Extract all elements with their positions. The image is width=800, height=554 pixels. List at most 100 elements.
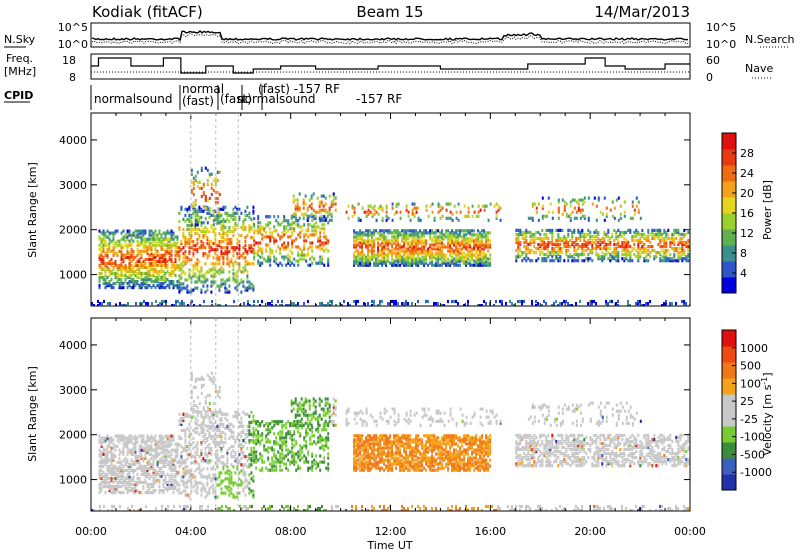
backscatter-cell bbox=[190, 290, 193, 294]
backscatter-cell bbox=[679, 236, 682, 241]
backscatter-cell bbox=[136, 458, 139, 462]
backscatter-cell bbox=[477, 257, 480, 261]
backscatter-cell bbox=[607, 238, 610, 243]
backscatter-cell bbox=[573, 247, 576, 251]
backscatter-cell bbox=[621, 253, 624, 257]
backscatter-cell bbox=[303, 245, 306, 249]
backscatter-cell bbox=[431, 251, 434, 255]
backscatter-cell bbox=[178, 258, 181, 262]
backscatter-cell bbox=[180, 455, 183, 459]
backscatter-cell bbox=[517, 238, 520, 243]
backscatter-cell bbox=[545, 257, 548, 261]
backscatter-cell bbox=[495, 299, 497, 304]
backscatter-cell bbox=[353, 245, 356, 249]
backscatter-cell bbox=[401, 255, 404, 259]
backscatter-cell bbox=[429, 229, 432, 233]
backscatter-cell bbox=[441, 261, 444, 265]
backscatter-cell bbox=[246, 250, 249, 254]
backscatter-cell bbox=[361, 261, 364, 265]
backscatter-cell bbox=[242, 252, 245, 256]
backscatter-cell bbox=[405, 235, 408, 239]
backscatter-cell bbox=[545, 242, 548, 247]
backscatter-cell bbox=[369, 233, 372, 237]
backscatter-cell bbox=[313, 229, 316, 233]
backscatter-cell bbox=[479, 239, 482, 243]
backscatter-cell bbox=[110, 487, 113, 491]
backscatter-cell bbox=[232, 436, 235, 441]
backscatter-cell bbox=[132, 491, 135, 495]
backscatter-cell bbox=[122, 482, 125, 487]
backscatter-cell bbox=[681, 299, 683, 304]
backscatter-cell bbox=[162, 442, 165, 446]
backscatter-cell bbox=[595, 247, 598, 251]
backscatter-cell bbox=[601, 255, 604, 259]
backscatter-cell bbox=[226, 217, 229, 221]
backscatter-cell bbox=[469, 241, 472, 245]
backscatter-cell bbox=[403, 253, 406, 257]
backscatter-cell bbox=[363, 263, 366, 267]
backscatter-cell bbox=[253, 239, 256, 243]
backscatter-cell bbox=[124, 478, 127, 483]
backscatter-cell bbox=[425, 257, 428, 261]
backscatter-cell bbox=[631, 249, 634, 253]
backscatter-cell bbox=[216, 258, 219, 262]
backscatter-cell bbox=[252, 211, 255, 215]
backscatter-cell bbox=[597, 257, 600, 261]
backscatter-cell bbox=[417, 249, 420, 253]
backscatter-cell bbox=[583, 253, 586, 257]
backscatter-cell bbox=[104, 243, 107, 247]
backscatter-cell bbox=[172, 282, 175, 286]
backscatter-cell bbox=[202, 192, 205, 197]
backscatter-cell bbox=[114, 476, 117, 481]
backscatter-cell bbox=[106, 434, 109, 438]
backscatter-cell bbox=[477, 253, 480, 257]
backscatter-cell bbox=[327, 261, 330, 265]
backscatter-cell bbox=[208, 475, 211, 479]
backscatter-cell bbox=[218, 445, 221, 449]
backscatter-cell bbox=[297, 251, 300, 255]
backscatter-cell bbox=[246, 479, 249, 483]
backscatter-cell bbox=[132, 446, 135, 450]
backscatter-cell bbox=[110, 485, 113, 489]
backscatter-cell bbox=[675, 247, 678, 251]
backscatter-cell bbox=[134, 460, 137, 464]
backscatter-cell bbox=[234, 453, 237, 457]
backscatter-cell bbox=[471, 247, 474, 251]
backscatter-cell bbox=[170, 458, 173, 462]
backscatter-cell bbox=[174, 474, 177, 479]
backscatter-cell bbox=[126, 482, 129, 487]
backscatter-cell bbox=[228, 270, 231, 274]
backscatter-cell bbox=[415, 243, 418, 247]
backscatter-cell bbox=[421, 239, 424, 243]
backscatter-cell bbox=[351, 204, 354, 208]
backscatter-cell bbox=[585, 232, 588, 236]
backscatter-cell bbox=[152, 273, 155, 278]
backscatter-cell bbox=[403, 233, 406, 237]
backscatter-cell bbox=[323, 231, 326, 235]
backscatter-cell bbox=[200, 186, 203, 190]
backscatter-cell bbox=[200, 221, 203, 225]
backscatter-cell bbox=[334, 202, 337, 206]
backscatter-cell bbox=[451, 259, 454, 263]
backscatter-cell bbox=[591, 249, 594, 253]
backscatter-cell bbox=[593, 196, 596, 200]
backscatter-cell bbox=[639, 249, 642, 253]
backscatter-cell bbox=[190, 461, 193, 465]
backscatter-cell bbox=[525, 249, 528, 253]
backscatter-cell bbox=[459, 233, 462, 237]
backscatter-cell bbox=[361, 237, 364, 241]
backscatter-cell bbox=[120, 436, 123, 440]
backscatter-cell bbox=[549, 230, 552, 234]
backscatter-cell bbox=[347, 204, 350, 208]
backscatter-cell bbox=[164, 444, 167, 448]
backscatter-cell bbox=[373, 255, 376, 259]
backscatter-cell bbox=[373, 233, 376, 237]
backscatter-cell bbox=[605, 253, 608, 257]
backscatter-cell bbox=[236, 270, 239, 274]
backscatter-cell bbox=[687, 247, 690, 251]
backscatter-cell bbox=[401, 233, 404, 237]
backscatter-cell bbox=[107, 302, 109, 306]
backscatter-cell bbox=[236, 288, 239, 292]
backscatter-cell bbox=[178, 290, 181, 294]
backscatter-cell bbox=[230, 491, 233, 495]
